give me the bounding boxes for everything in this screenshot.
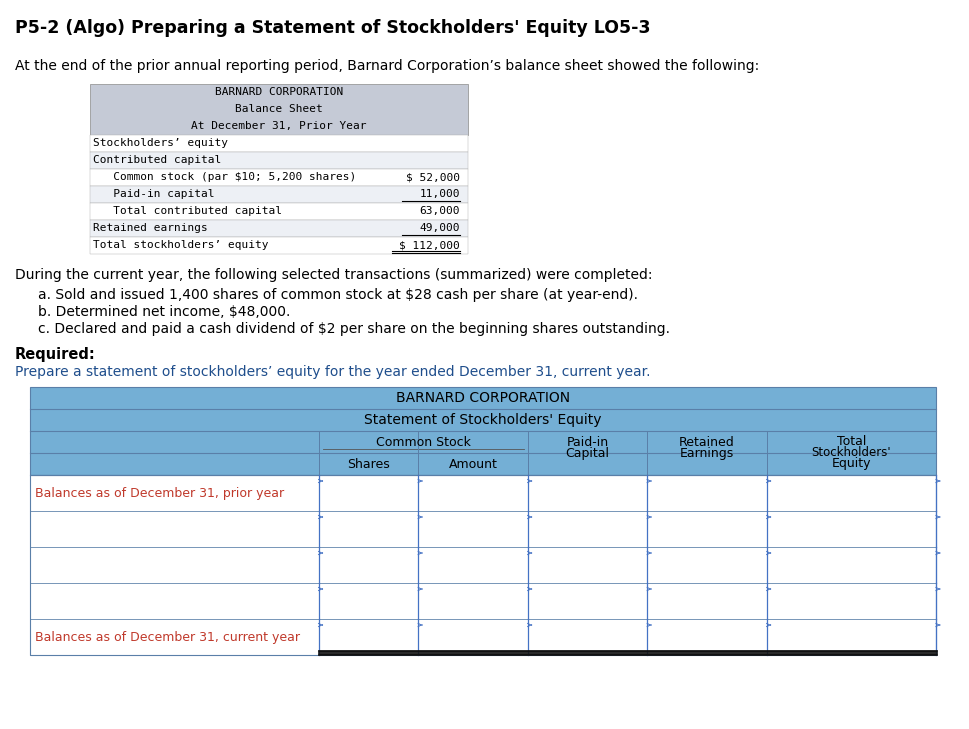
Text: Amount: Amount — [448, 458, 497, 470]
Text: $ 52,000: $ 52,000 — [406, 172, 459, 182]
Text: Paid-in: Paid-in — [566, 436, 608, 449]
Text: Balances as of December 31, prior year: Balances as of December 31, prior year — [35, 486, 284, 499]
Bar — [30, 583, 935, 619]
Text: c. Declared and paid a cash dividend of $2 per share on the beginning shares out: c. Declared and paid a cash dividend of … — [38, 322, 670, 336]
Text: P5-2 (Algo) Preparing a Statement of Stockholders' Equity LO5-3: P5-2 (Algo) Preparing a Statement of Sto… — [15, 19, 650, 37]
Text: Common stock (par $10; 5,200 shares): Common stock (par $10; 5,200 shares) — [92, 172, 356, 182]
Text: b. Determined net income, $48,000.: b. Determined net income, $48,000. — [38, 305, 290, 319]
Text: Statement of Stockholders' Equity: Statement of Stockholders' Equity — [363, 413, 601, 427]
Text: Balance Sheet: Balance Sheet — [234, 104, 323, 114]
Bar — [30, 475, 935, 511]
Text: Balances as of December 31, current year: Balances as of December 31, current year — [35, 631, 299, 644]
Text: $ 112,000: $ 112,000 — [399, 240, 459, 250]
Text: At the end of the prior annual reporting period, Barnard Corporation’s balance s: At the end of the prior annual reporting… — [15, 59, 759, 73]
Text: Common Stock: Common Stock — [375, 435, 470, 448]
Text: Contributed capital: Contributed capital — [92, 155, 221, 165]
Text: 63,000: 63,000 — [420, 206, 459, 216]
Text: 11,000: 11,000 — [420, 189, 459, 199]
Text: Capital: Capital — [565, 447, 609, 460]
Text: Shares: Shares — [347, 458, 390, 470]
Bar — [89, 203, 467, 220]
Bar — [89, 152, 467, 169]
Text: Retained: Retained — [678, 436, 735, 449]
Text: Paid-in capital: Paid-in capital — [92, 189, 214, 199]
Text: 49,000: 49,000 — [420, 223, 459, 233]
Bar — [89, 237, 467, 254]
Text: a. Sold and issued 1,400 shares of common stock at $28 cash per share (at year-e: a. Sold and issued 1,400 shares of commo… — [38, 288, 638, 302]
Text: Total contributed capital: Total contributed capital — [92, 206, 281, 216]
Bar — [30, 547, 935, 583]
Text: Earnings: Earnings — [679, 447, 734, 460]
Text: BARNARD CORPORATION: BARNARD CORPORATION — [395, 391, 570, 405]
Bar — [89, 169, 467, 186]
Text: BARNARD CORPORATION: BARNARD CORPORATION — [214, 87, 343, 97]
Bar — [89, 84, 467, 135]
Text: Prepare a statement of stockholders’ equity for the year ended December 31, curr: Prepare a statement of stockholders’ equ… — [15, 365, 650, 379]
Text: At December 31, Prior Year: At December 31, Prior Year — [191, 121, 366, 131]
Bar — [30, 475, 935, 655]
Text: Required:: Required: — [15, 347, 96, 362]
Text: Total stockholders’ equity: Total stockholders’ equity — [92, 240, 267, 250]
Bar — [30, 511, 935, 547]
Bar — [89, 220, 467, 237]
Text: During the current year, the following selected transactions (summarized) were c: During the current year, the following s… — [15, 268, 652, 282]
Text: Retained earnings: Retained earnings — [92, 223, 207, 233]
Bar — [30, 387, 935, 475]
Text: Equity: Equity — [830, 457, 870, 470]
Text: Stockholders’ equity: Stockholders’ equity — [92, 138, 228, 148]
Bar — [89, 186, 467, 203]
Text: Stockholders': Stockholders' — [811, 446, 891, 459]
Bar — [89, 135, 467, 152]
Bar — [30, 619, 935, 655]
Text: Total: Total — [836, 435, 865, 448]
